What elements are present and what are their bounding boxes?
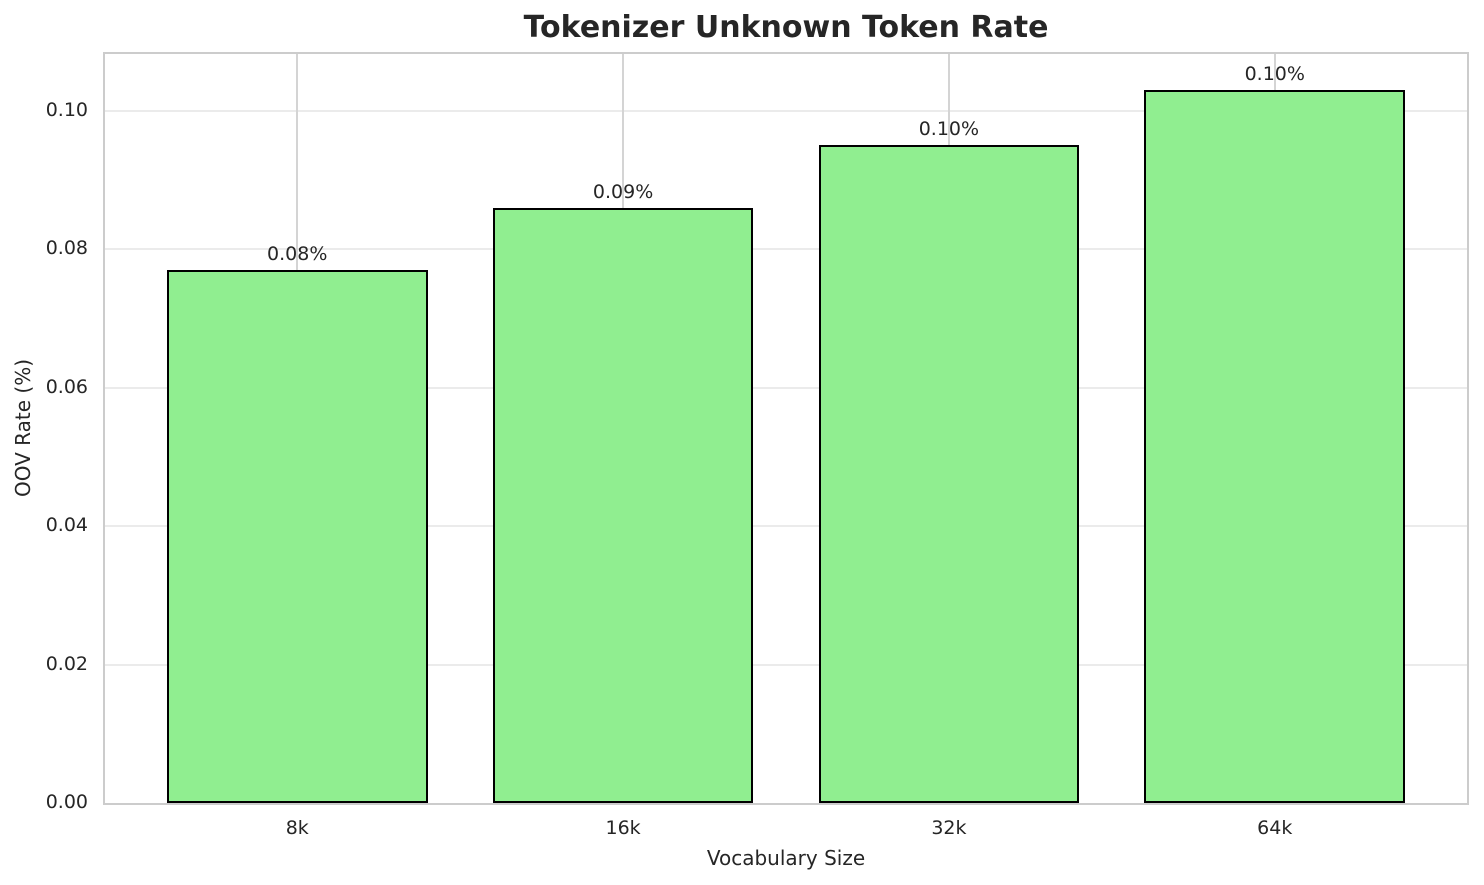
y-tick-label: 0.08 xyxy=(45,237,88,260)
bar-value-label: 0.09% xyxy=(592,180,654,203)
bar-value-label: 0.08% xyxy=(267,242,328,265)
x-axis-label: Vocabulary Size xyxy=(706,846,866,870)
bar-64k xyxy=(1144,90,1406,803)
y-tick-label: 0.06 xyxy=(45,375,88,398)
bar-8k xyxy=(166,269,428,803)
gridline-horizontal xyxy=(105,248,1467,251)
bar-32k xyxy=(818,145,1080,803)
x-tick-label: 16k xyxy=(605,817,641,839)
bar-value-label: 0.10% xyxy=(1244,62,1305,85)
gridline-horizontal xyxy=(105,386,1467,389)
x-tick-label: 64k xyxy=(1257,817,1293,839)
bar-value-label: 0.10% xyxy=(918,118,980,141)
y-tick-label: 0.02 xyxy=(45,652,88,675)
plot-area: 0.08% 0.09% 0.10% 0.10% xyxy=(103,52,1469,805)
y-axis-label: OOV Rate (%) xyxy=(11,359,35,497)
x-tick-label: 8k xyxy=(285,817,309,839)
y-tick-label: 0.04 xyxy=(45,514,88,537)
x-tick-label: 32k xyxy=(931,817,967,839)
y-tick-label: 0.10 xyxy=(45,98,88,121)
y-tick-label: 0.00 xyxy=(45,791,88,813)
gridline-horizontal xyxy=(105,663,1467,666)
bar-16k xyxy=(492,207,754,803)
gridline-horizontal xyxy=(105,109,1467,112)
chart-title: Tokenizer Unknown Token Rate xyxy=(523,10,1049,45)
gridline-horizontal xyxy=(105,525,1467,528)
